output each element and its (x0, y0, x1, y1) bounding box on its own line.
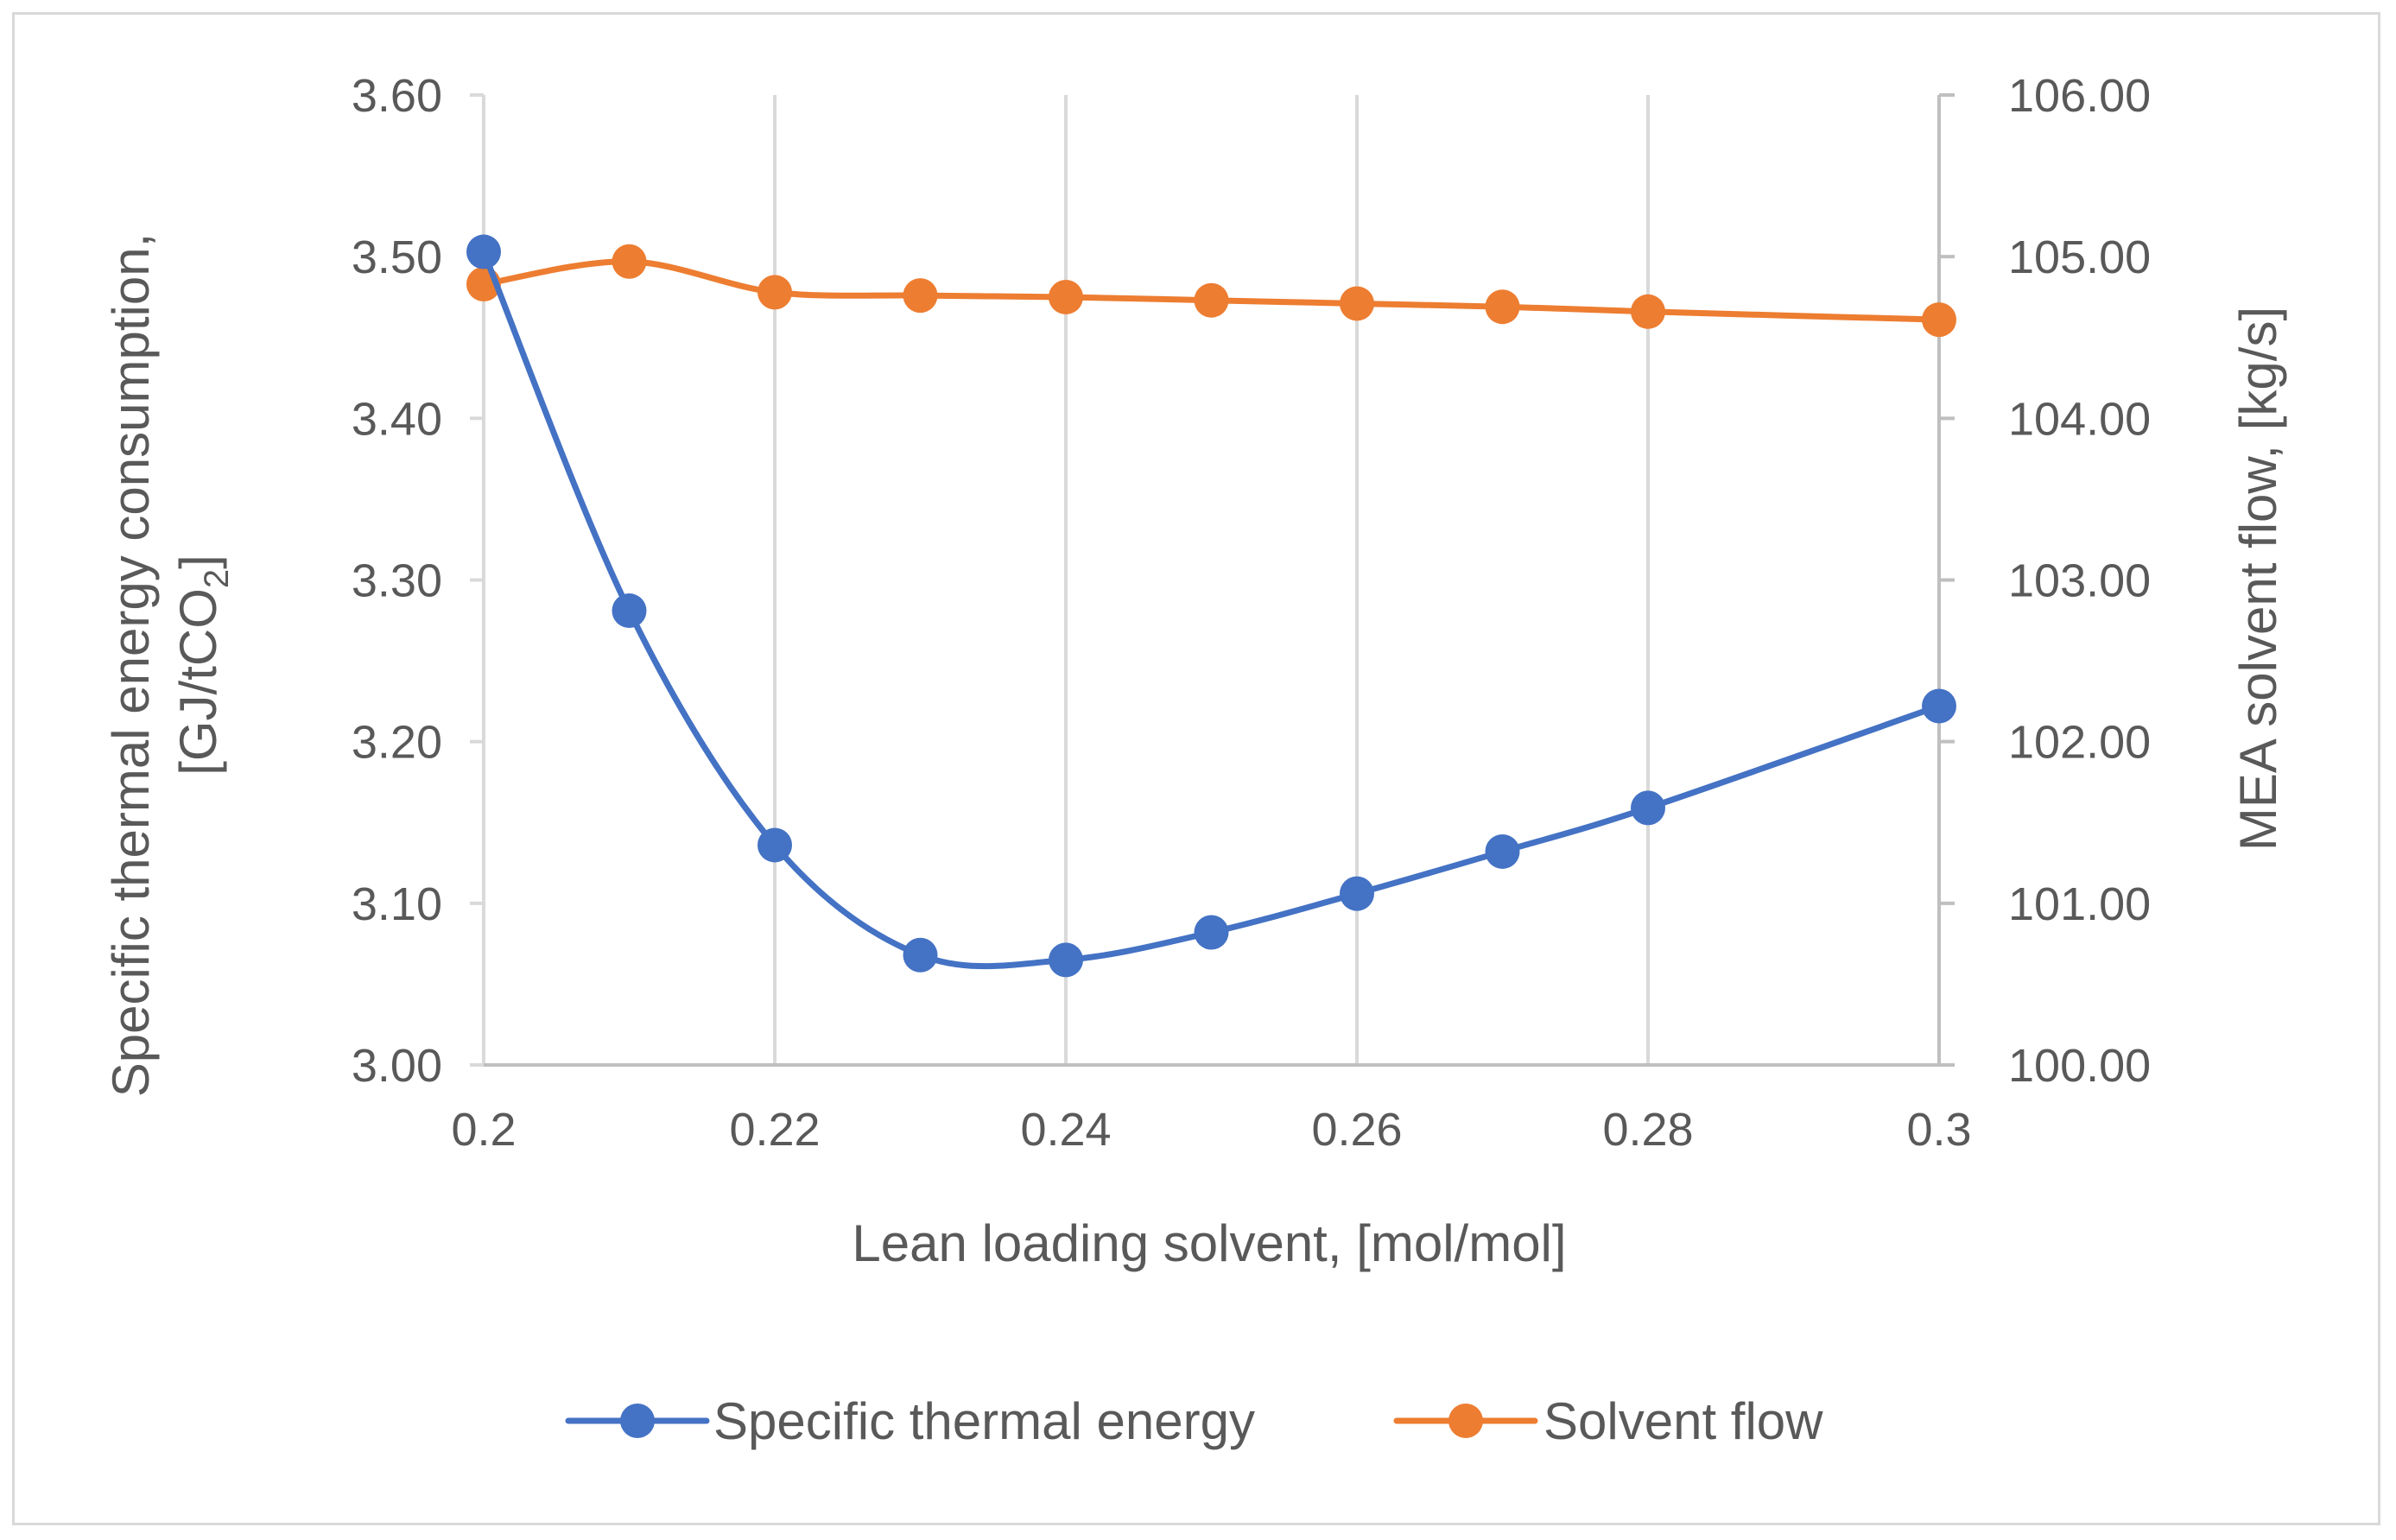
y-left-tick-label: 3.50 (352, 231, 442, 283)
x-tick-label: 0.26 (1311, 1104, 1402, 1156)
data-point (1485, 833, 1520, 869)
y-axis-left-unit-subscript: 2 (198, 569, 236, 588)
data-point (1631, 790, 1665, 826)
y-left-tick-label: 3.60 (352, 70, 442, 122)
y-axis-left-title-line1: Specific thermal energy consumption, (102, 233, 160, 1098)
y-right-tick-label: 102.00 (2008, 717, 2151, 769)
data-point (757, 275, 792, 310)
tick-labels: 3.00 3.10 3.20 3.30 3.40 3.50 3.60 100.00 101.00… (352, 70, 2151, 1156)
y-right-tick-label: 105.00 (2008, 231, 2151, 283)
data-point (1194, 282, 1229, 318)
data-point (1485, 289, 1520, 325)
legend-label: Specific thermal energy (713, 1392, 1255, 1450)
x-tick-label: 0.24 (1020, 1104, 1111, 1156)
y-axis-left-title: Specific thermal energy consumption, [GJ… (102, 233, 236, 1098)
x-axis-title: Lean loading solvent, [mol/mol] (852, 1214, 1566, 1272)
legend-label: Solvent flow (1543, 1392, 1823, 1450)
data-point (1049, 942, 1083, 978)
y-right-tick-label: 100.00 (2008, 1040, 2151, 1092)
legend-item-specific-thermal-energy: Specific thermal energy (565, 1392, 1255, 1450)
data-point (466, 234, 501, 269)
y-left-tick-label: 3.00 (352, 1040, 442, 1092)
y-right-tick-label: 103.00 (2008, 555, 2151, 607)
x-tick-label: 0.22 (729, 1104, 820, 1156)
y-left-tick-label: 3.40 (352, 393, 442, 445)
y-right-tick-label: 106.00 (2008, 70, 2151, 122)
series-line (480, 258, 1943, 323)
data-point (903, 937, 938, 973)
x-tick-label: 0.28 (1602, 1104, 1693, 1156)
y-axis-left-title-line2: [GJ/tCO2] (169, 555, 236, 776)
data-point (1922, 688, 1956, 724)
data-point (612, 593, 647, 629)
legend: Specific thermal energy Solvent flow (565, 1392, 1823, 1450)
series-solvent-flow (466, 244, 1956, 338)
series-line (480, 249, 1943, 970)
legend-swatch-marker (620, 1404, 655, 1438)
y-axis-left-unit-suffix: ] (169, 555, 227, 569)
data-point (612, 244, 647, 279)
y-axis-right-title: MEA solvent flow, [kg/s] (2229, 307, 2287, 851)
data-point (903, 278, 938, 314)
data-point (1049, 279, 1083, 314)
data-point (1631, 294, 1665, 329)
data-point (1922, 302, 1956, 338)
legend-item-solvent-flow: Solvent flow (1393, 1392, 1823, 1450)
legend-swatch-marker (1448, 1404, 1483, 1438)
data-point (1340, 876, 1374, 911)
y-right-tick-label: 104.00 (2008, 393, 2151, 445)
y-axis-left-unit-prefix: [GJ/tCO (169, 588, 227, 776)
x-tick-label: 0.3 (1906, 1104, 1971, 1156)
series-specific-thermal-energy (466, 234, 1956, 978)
y-left-tick-label: 3.10 (352, 878, 442, 930)
gridlines (773, 95, 1650, 1065)
chart-frame (12, 12, 2380, 1525)
y-right-tick-label: 101.00 (2008, 878, 2151, 930)
data-point (1340, 286, 1374, 321)
data-point (757, 827, 792, 863)
series-layer (466, 234, 1956, 978)
y-left-tick-label: 3.30 (352, 555, 442, 607)
y-left-tick-label: 3.20 (352, 717, 442, 769)
data-point (1194, 915, 1229, 950)
x-tick-label: 0.2 (451, 1104, 516, 1156)
